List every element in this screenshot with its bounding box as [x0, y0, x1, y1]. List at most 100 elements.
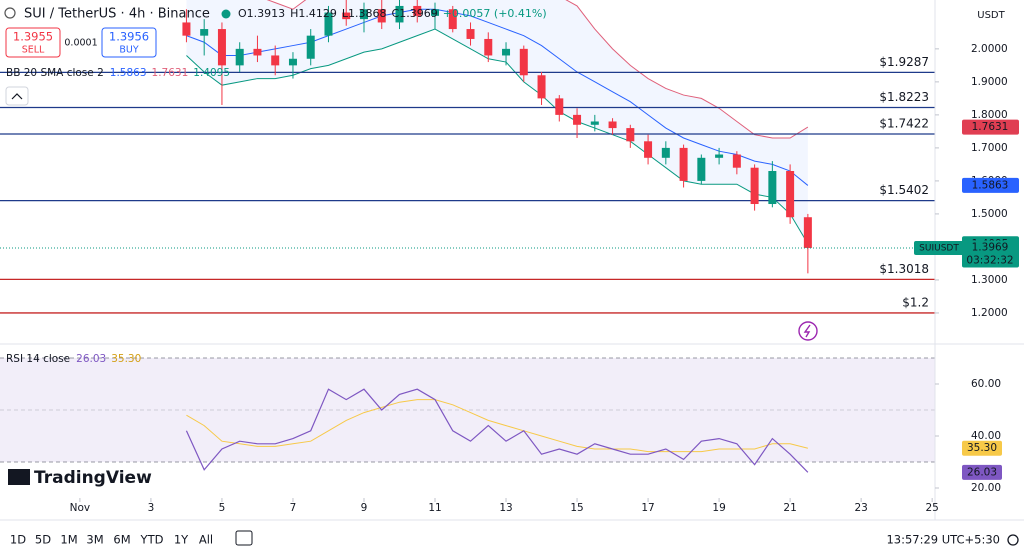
sell-price[interactable]: 1.3955 [13, 30, 53, 44]
clock: 13:57:29 UTC+5:30 [886, 533, 1000, 547]
range-button[interactable]: 3M [86, 533, 103, 547]
bollinger-upper [266, 0, 809, 139]
x-tick-label: 7 [290, 502, 297, 514]
toolbar: 1D 5D 1M 3M 6M YTD 1Y All [10, 533, 213, 547]
candle-body [537, 75, 546, 99]
x-tick-label: 11 [428, 502, 441, 514]
range-button[interactable]: 1M [60, 533, 77, 547]
settings-icon[interactable] [1007, 534, 1019, 546]
ohlc: O1.3913 H1.4129 L1.3868 C1.3969 +0.0057 (+0.… [238, 7, 547, 20]
bollinger-basis [186, 8, 809, 186]
range-button[interactable]: 1Y [174, 533, 189, 547]
candle-body [217, 29, 226, 66]
price-level-label: $1.5402 [879, 183, 929, 197]
price-level-label: $1.3018 [879, 262, 929, 276]
candle-body [786, 171, 795, 218]
rsi-badge-label: 35.30 [967, 442, 997, 454]
rsi-y-tick-label: 60.00 [971, 378, 1001, 390]
currency-button[interactable] [968, 5, 1014, 25]
legend-value: 1.4095 [193, 67, 230, 79]
y-tick-label: 1.7000 [971, 142, 1008, 154]
legend-value: O1.3913 [238, 7, 285, 20]
price-badge [962, 240, 1019, 268]
candle-body [608, 121, 617, 129]
x-tick-label: 5 [219, 502, 226, 514]
price-level-label: $1.8223 [879, 90, 929, 104]
buy-button[interactable] [101, 27, 157, 58]
x-tick-label: 23 [854, 502, 867, 514]
candle-body [271, 55, 280, 66]
x-tick-label: 13 [499, 502, 512, 514]
price-badge [962, 119, 1019, 135]
legend-value: RSI 14 close [6, 353, 70, 365]
rsi-badge [962, 464, 1002, 480]
candle-body [484, 38, 493, 56]
buy-label[interactable]: BUY [119, 45, 138, 56]
date-range-icon[interactable] [235, 530, 253, 546]
candle-body [661, 147, 670, 158]
candle-body [182, 22, 191, 36]
logo-mark [8, 469, 30, 485]
candle-body [431, 9, 440, 16]
y-tick-label: 1.2000 [971, 307, 1008, 319]
candle-body [288, 58, 297, 66]
axes: 2.00001.90001.80001.70001.60001.50001.40… [0, 0, 1024, 521]
currency[interactable]: USDT [977, 10, 1005, 21]
legend-value: L1.3868 [342, 7, 387, 20]
legend-value: +0.0057 (+0.41%) [443, 7, 547, 20]
range-button[interactable]: 1D [10, 533, 26, 547]
rsi-ma-line [186, 399, 808, 453]
y-tick-label: 1.8000 [971, 109, 1008, 121]
price-badge-label: 1.5863 [972, 179, 1009, 191]
symbol-badge [914, 240, 964, 255]
x-tick-label: 21 [783, 502, 796, 514]
candle-body [715, 154, 724, 158]
candle-body [359, 9, 368, 20]
range-button[interactable]: All [199, 533, 213, 547]
buy-price[interactable]: 1.3956 [109, 30, 149, 44]
symbol-icon [4, 7, 16, 19]
price-badge-label: 03:32:32 [966, 254, 1013, 266]
y-tick-label: 2.0000 [971, 43, 1008, 55]
overlay: SUI / TetherUS · 4h · Binance O1.3913 H1.… [4, 5, 1019, 547]
rsi-line [185, 388, 809, 473]
bollinger-fill [186, 0, 808, 244]
candle-body [750, 167, 759, 205]
spread: 0.0001 [64, 38, 97, 49]
alert-icon[interactable] [798, 321, 818, 341]
candle-body [253, 48, 262, 56]
x-tick-label: 17 [641, 502, 654, 514]
sell-label[interactable]: SELL [22, 45, 45, 56]
legend-value: C1.3969 [392, 7, 438, 20]
logo: TradingView [34, 468, 152, 488]
bollinger-lower [186, 28, 809, 245]
x-tick-label: 9 [361, 502, 368, 514]
candle-body [803, 217, 812, 248]
symbol-badge-label: SUIUSDT [919, 243, 959, 253]
sell-button[interactable] [5, 27, 61, 58]
candle-body [732, 154, 741, 168]
range-button[interactable]: 5D [35, 533, 51, 547]
price-badge [962, 177, 1019, 193]
legend-value: 35.30 [111, 353, 141, 365]
candle-body [342, 12, 351, 20]
price-level-label: $1.2 [902, 295, 929, 309]
rsi-y-tick-label: 40.00 [971, 430, 1001, 442]
candle-body [395, 5, 404, 23]
y-tick-label: 1.5000 [971, 208, 1008, 220]
candle-body [573, 114, 582, 125]
range-button[interactable]: 6M [113, 533, 130, 547]
y-tick-label: 1.9000 [971, 76, 1008, 88]
price-badge-label: 1.7631 [972, 121, 1009, 133]
range-button[interactable]: YTD [140, 533, 164, 547]
rsi-badge [962, 440, 1002, 456]
candle-body [306, 35, 315, 59]
candle-body [377, 9, 386, 23]
collapse-button[interactable] [5, 86, 29, 106]
candle-body [200, 29, 209, 36]
y-tick-label: 1.3000 [971, 274, 1008, 286]
candle-body [235, 48, 244, 66]
legend-value: H1.4129 [290, 7, 337, 20]
candle-body [324, 12, 333, 36]
